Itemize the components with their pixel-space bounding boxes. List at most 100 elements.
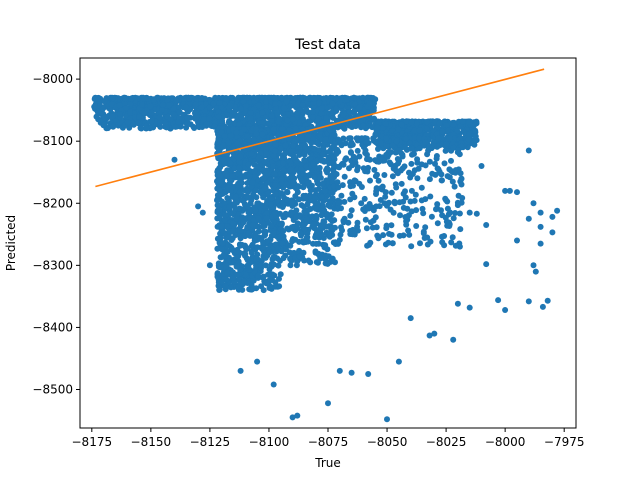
scatter-point-4353 bbox=[455, 166, 462, 173]
scatter-point-1056 bbox=[107, 106, 114, 113]
scatter-point-1876 bbox=[457, 123, 464, 130]
scatter-point-3971 bbox=[280, 160, 287, 167]
scatter-point-4433 bbox=[549, 213, 556, 220]
scatter-point-3247 bbox=[263, 150, 270, 157]
scatter-point-1361 bbox=[309, 114, 316, 121]
scatter-point-3952 bbox=[311, 174, 318, 180]
scatter-point-1396 bbox=[247, 110, 254, 116]
scatter-point-4361 bbox=[420, 230, 427, 237]
scatter-point-1386 bbox=[162, 119, 169, 126]
scatter-point-3180 bbox=[233, 215, 240, 222]
scatter-point-3885 bbox=[332, 224, 338, 231]
scatter-point-3189 bbox=[220, 253, 227, 260]
scatter-point-3292 bbox=[272, 141, 279, 148]
scatter-point-1460 bbox=[309, 108, 316, 115]
scatter-point-3969 bbox=[301, 226, 308, 233]
scatter-point-4391 bbox=[338, 192, 345, 199]
scatter-point-2907 bbox=[253, 187, 259, 194]
scatter-point-1474 bbox=[200, 116, 207, 123]
scatter-point-1979 bbox=[374, 124, 381, 131]
scatter-point-4329 bbox=[373, 188, 380, 195]
scatter-point-4125 bbox=[379, 183, 386, 190]
scatter-point-1404 bbox=[203, 120, 210, 127]
x-tick-label-3: −8100 bbox=[249, 435, 290, 449]
scatter-point-1267 bbox=[273, 109, 280, 116]
scatter-point-1419 bbox=[255, 102, 262, 109]
scatter-point-2979 bbox=[266, 266, 273, 273]
scatter-point-1280 bbox=[247, 115, 254, 122]
x-tick-label-1: −8150 bbox=[131, 435, 172, 449]
scatter-point-3186 bbox=[244, 245, 251, 252]
scatter-point-1424 bbox=[109, 95, 116, 102]
scatter-point-4446 bbox=[195, 203, 202, 210]
scatter-point-4350 bbox=[383, 135, 390, 142]
scatter-point-2766 bbox=[250, 277, 257, 284]
scatter-point-1484 bbox=[227, 102, 234, 109]
scatter-point-4230 bbox=[354, 147, 361, 154]
scatter-point-1312 bbox=[157, 119, 164, 126]
scatter-point-4271 bbox=[422, 139, 429, 146]
scatter-point-1441 bbox=[116, 102, 123, 109]
scatter-point-2660 bbox=[248, 249, 255, 256]
scatter-point-1235 bbox=[305, 95, 312, 102]
scatter-point-4369 bbox=[405, 212, 412, 219]
scatter-point-4141 bbox=[410, 135, 417, 142]
scatter-point-3974 bbox=[279, 240, 286, 247]
scatter-point-3973 bbox=[287, 262, 294, 269]
scatter-point-1296 bbox=[127, 109, 133, 116]
scatter-point-1337 bbox=[224, 112, 231, 119]
scatter-point-4440 bbox=[466, 209, 473, 216]
scatter-point-4174 bbox=[406, 231, 413, 238]
scatter-point-1464 bbox=[135, 120, 142, 127]
scatter-point-3265 bbox=[271, 170, 278, 177]
scatter-point-4094 bbox=[382, 193, 389, 200]
scatter-point-1862 bbox=[423, 125, 430, 132]
scatter-point-3905 bbox=[279, 204, 286, 210]
scatter-point-2709 bbox=[257, 262, 264, 269]
x-tick-label-7: −8000 bbox=[485, 435, 526, 449]
scatter-point-4318 bbox=[342, 156, 349, 163]
scatter-point-1456 bbox=[238, 114, 245, 121]
scatter-point-4273 bbox=[403, 135, 410, 142]
scatter-point-3833 bbox=[293, 158, 300, 165]
scatter-point-1390 bbox=[330, 109, 337, 116]
scatter-point-1987 bbox=[450, 121, 457, 128]
scatter-point-3160 bbox=[249, 179, 256, 186]
scatter-point-4348 bbox=[383, 151, 390, 158]
scatter-point-1492 bbox=[184, 114, 191, 121]
scatter-point-3994 bbox=[296, 238, 303, 245]
scatter-point-1478 bbox=[258, 94, 265, 101]
scatter-point-4210 bbox=[346, 135, 352, 142]
scatter-point-3321 bbox=[328, 211, 335, 218]
scatter-point-4392 bbox=[350, 230, 357, 237]
scatter-point-4175 bbox=[364, 242, 371, 249]
scatter-point-4432 bbox=[549, 229, 556, 236]
scatter-point-4033 bbox=[400, 232, 407, 239]
scatter-point-3942 bbox=[282, 142, 289, 149]
scatter-point-3089 bbox=[259, 244, 266, 251]
scatter-point-3897 bbox=[322, 242, 329, 249]
scatter-point-4448 bbox=[223, 262, 230, 269]
scatter-point-4354 bbox=[354, 164, 361, 171]
scatter-point-1475 bbox=[238, 105, 244, 112]
scatter-point-3961 bbox=[305, 206, 312, 213]
y-tick-label-4: −8400 bbox=[32, 320, 73, 334]
scatter-point-4258 bbox=[335, 184, 342, 191]
scatter-point-4172 bbox=[446, 166, 453, 173]
scatter-point-4164 bbox=[340, 219, 347, 226]
scatter-point-4430 bbox=[537, 240, 544, 247]
scatter-point-3849 bbox=[318, 193, 325, 200]
scatter-point-3997 bbox=[289, 250, 296, 257]
scatter-point-3926 bbox=[283, 246, 289, 253]
scatter-point-1483 bbox=[244, 94, 251, 101]
scatter-point-1457 bbox=[116, 111, 123, 118]
scatter-point-3249 bbox=[268, 222, 275, 229]
scatter-point-4345 bbox=[372, 157, 379, 164]
scatter-point-3996 bbox=[319, 223, 326, 229]
scatter-point-4069 bbox=[361, 195, 368, 202]
scatter-point-3968 bbox=[298, 135, 305, 141]
scatter-point-3198 bbox=[229, 184, 236, 190]
scatter-point-3794 bbox=[303, 163, 310, 170]
scatter-point-4368 bbox=[363, 225, 370, 232]
